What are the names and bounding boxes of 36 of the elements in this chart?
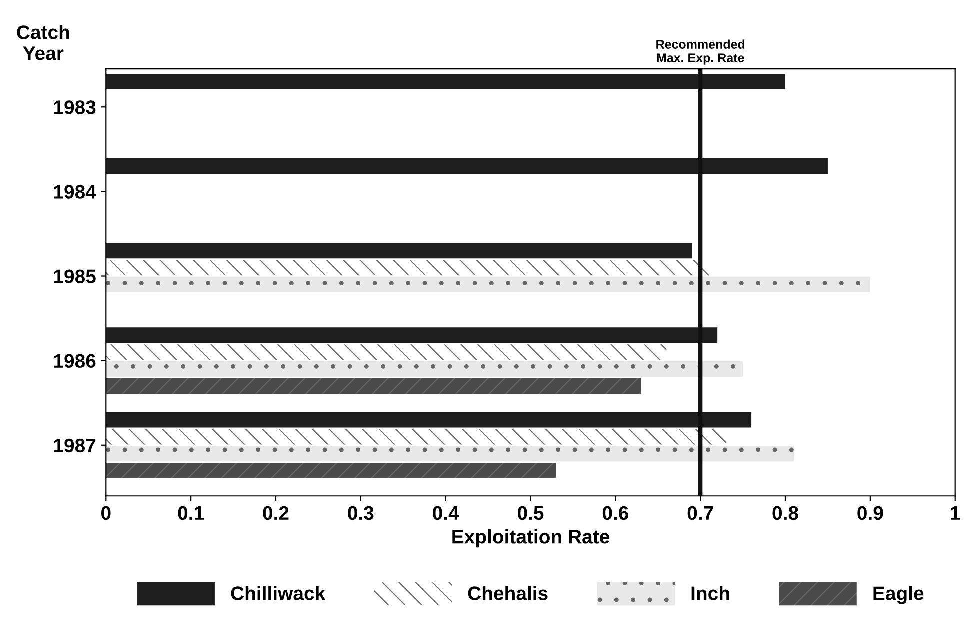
bar	[106, 462, 556, 479]
bar	[106, 361, 744, 378]
bar	[106, 429, 726, 445]
bar	[106, 276, 870, 292]
legend-label: Chilliwack	[231, 586, 326, 600]
y-axis-title: Catch Year	[17, 25, 70, 60]
y-tick-label: 1984	[54, 185, 96, 199]
bar	[106, 446, 794, 462]
x-tick-label: 1	[951, 506, 960, 520]
bar	[106, 74, 786, 90]
y-tick-label: 1987	[54, 438, 96, 453]
x-tick-label: 0.9	[858, 506, 884, 520]
x-tick-label: 0.1	[178, 506, 204, 520]
y-tick-label: 1983	[54, 100, 96, 114]
ref-line-label: Recommended Max. Exp. Rate	[656, 40, 745, 65]
legend-label: Chehalis	[468, 586, 548, 600]
x-tick-label: 0.3	[348, 506, 374, 520]
y-tick-label: 1986	[54, 354, 96, 368]
legend-label: Inch	[692, 586, 730, 600]
y-tick-label: 1985	[54, 270, 96, 284]
x-axis-title: Exploitation Rate	[452, 530, 610, 548]
x-tick-label: 0.7	[688, 506, 714, 520]
bar	[106, 378, 642, 394]
bar	[106, 344, 667, 360]
x-tick-label: 0	[102, 506, 111, 520]
bar	[106, 412, 752, 428]
legend-label: Eagle	[874, 586, 924, 604]
x-tick-label: 0.8	[772, 506, 798, 520]
x-tick-label: 0.6	[602, 506, 628, 520]
x-tick-label: 0.2	[263, 506, 289, 520]
bar	[106, 260, 710, 276]
x-tick-label: 0.4	[433, 506, 460, 520]
x-tick-label: 0.5	[518, 506, 544, 520]
bar	[106, 243, 692, 259]
bar	[106, 328, 718, 344]
bar	[106, 158, 828, 174]
